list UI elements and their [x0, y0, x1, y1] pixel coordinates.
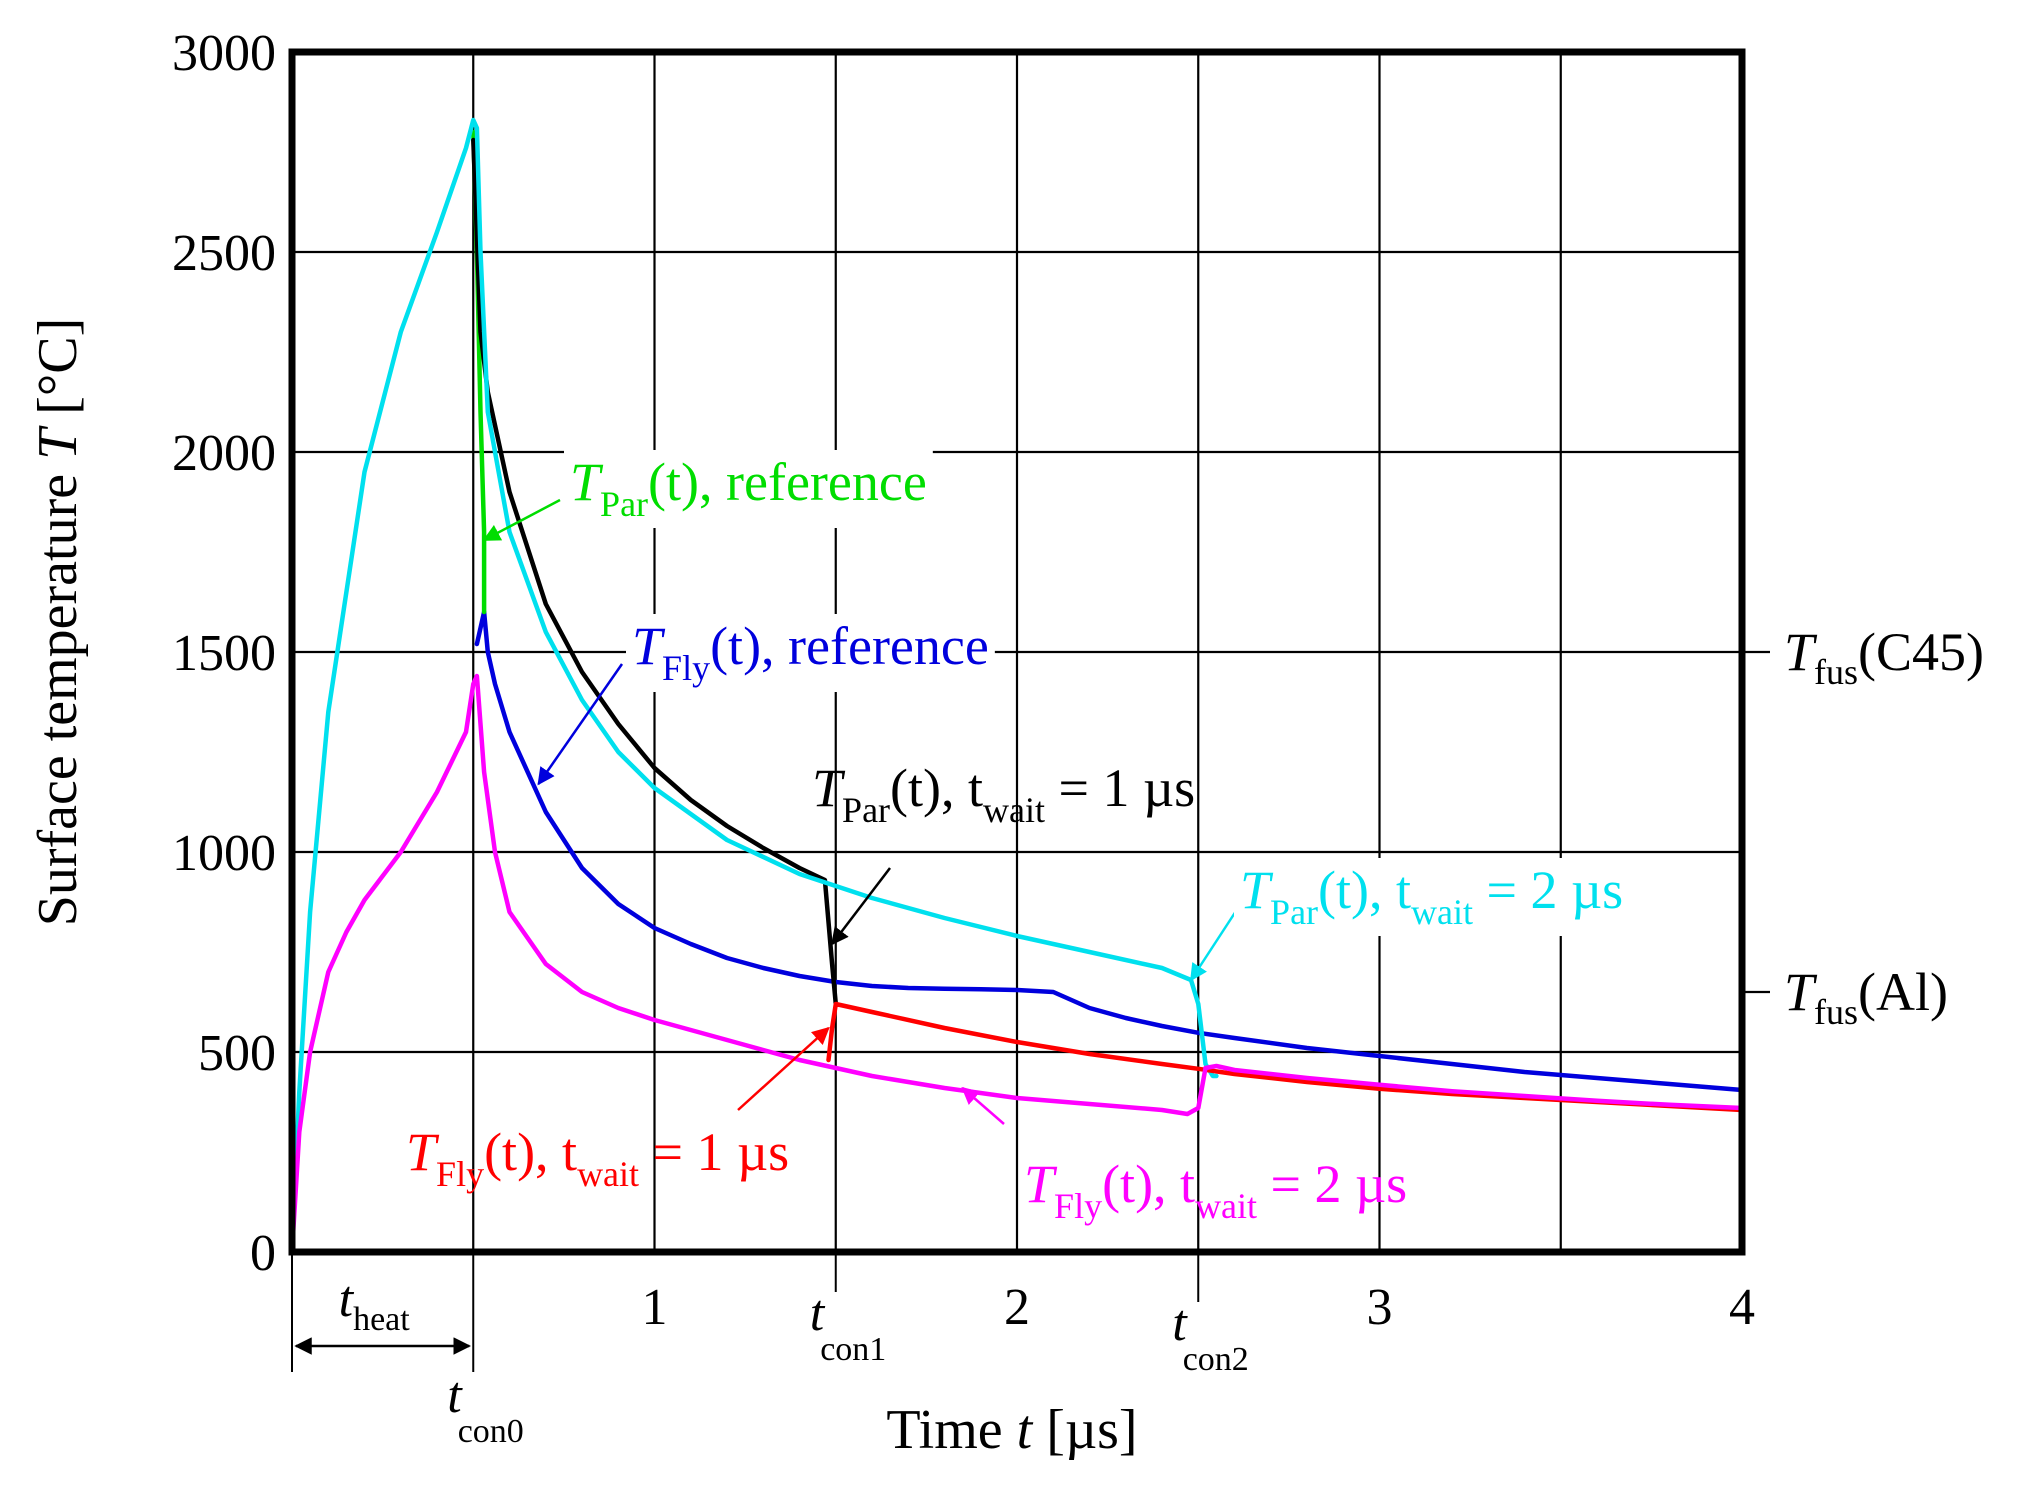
y-tick-label: 0 — [250, 1225, 276, 1282]
grid — [292, 52, 1742, 1252]
annotation-label: TFly(t), twait = 2 µs — [1024, 1154, 1407, 1226]
series-annotation: TFly(t), twait = 2 µs — [961, 1086, 1407, 1226]
reference-lines: Tfus(C45) Tfus(Al) — [1742, 622, 1984, 1032]
y-tick-label: 1000 — [172, 825, 276, 882]
heat-label: theat — [339, 1271, 411, 1338]
series-annotation: TPar(t), twait = 1 µs — [812, 758, 1195, 946]
annotation-background — [1234, 858, 1630, 936]
series-line-3 — [289, 117, 1219, 1255]
series-line-0 — [474, 609, 1745, 1093]
annotation-arrow — [537, 663, 624, 786]
annotation-label: TPar(t), twait = 2 µs — [1240, 860, 1623, 932]
event-label: t con0 — [447, 1367, 524, 1450]
y-axis-title: Surface temperature T [°C] — [27, 318, 89, 927]
y-tick-label: 1500 — [172, 625, 276, 682]
x-tick-label: 4 — [1729, 1279, 1755, 1336]
annotation-label: TFly(t), reference — [632, 616, 989, 688]
annotation-arrow — [831, 867, 891, 946]
series-line-4 — [826, 1001, 1745, 1113]
annotation-arrow — [961, 1086, 1005, 1125]
series-annotation: TPar(t), twait = 2 µs — [1189, 858, 1630, 982]
x-tick-label: 1 — [642, 1279, 668, 1336]
x-tick-label: 3 — [1367, 1279, 1393, 1336]
annotation-arrow — [482, 498, 561, 542]
y-tick-label: 2000 — [172, 425, 276, 482]
event-markers: t con0 t con1 t con2 theat — [291, 1252, 1249, 1450]
event-label: t con2 — [1172, 1295, 1249, 1378]
annotation-label: TFly(t), twait = 1 µs — [406, 1122, 789, 1194]
x-axis-title: Time t [µs] — [886, 1399, 1137, 1461]
y-tick-label: 2500 — [172, 225, 276, 282]
series-group — [289, 117, 1745, 1255]
annotation-arrow — [1189, 907, 1240, 982]
annotations: TPar(t), reference TFly(t), reference TPar… — [406, 450, 1630, 1226]
annotation-label: TPar(t), reference — [570, 452, 927, 524]
tick-labels: 0 500 1000 1500 2000 2500 3000 1 2 3 4 — [172, 25, 1755, 1336]
y-tick-label: 500 — [198, 1025, 276, 1082]
reference-label: Tfus(C45) — [1784, 622, 1984, 692]
annotation-background — [564, 450, 933, 528]
event-label: t con1 — [810, 1285, 887, 1368]
series-annotation: TPar(t), reference — [482, 450, 933, 542]
y-tick-label: 3000 — [172, 25, 276, 82]
annotation-arrow — [737, 1026, 830, 1111]
series-line-2 — [471, 137, 839, 1007]
x-tick-label: 2 — [1004, 1279, 1030, 1336]
annotation-background — [626, 614, 995, 692]
plot-frame — [288, 48, 1746, 1256]
annotation-label: TPar(t), twait = 1 µs — [812, 758, 1195, 830]
series-annotation: TFly(t), reference — [537, 614, 995, 786]
series-line-5 — [289, 673, 1745, 1255]
reference-label: Tfus(Al) — [1784, 962, 1948, 1032]
series-annotation: TFly(t), twait = 1 µs — [406, 1026, 830, 1194]
